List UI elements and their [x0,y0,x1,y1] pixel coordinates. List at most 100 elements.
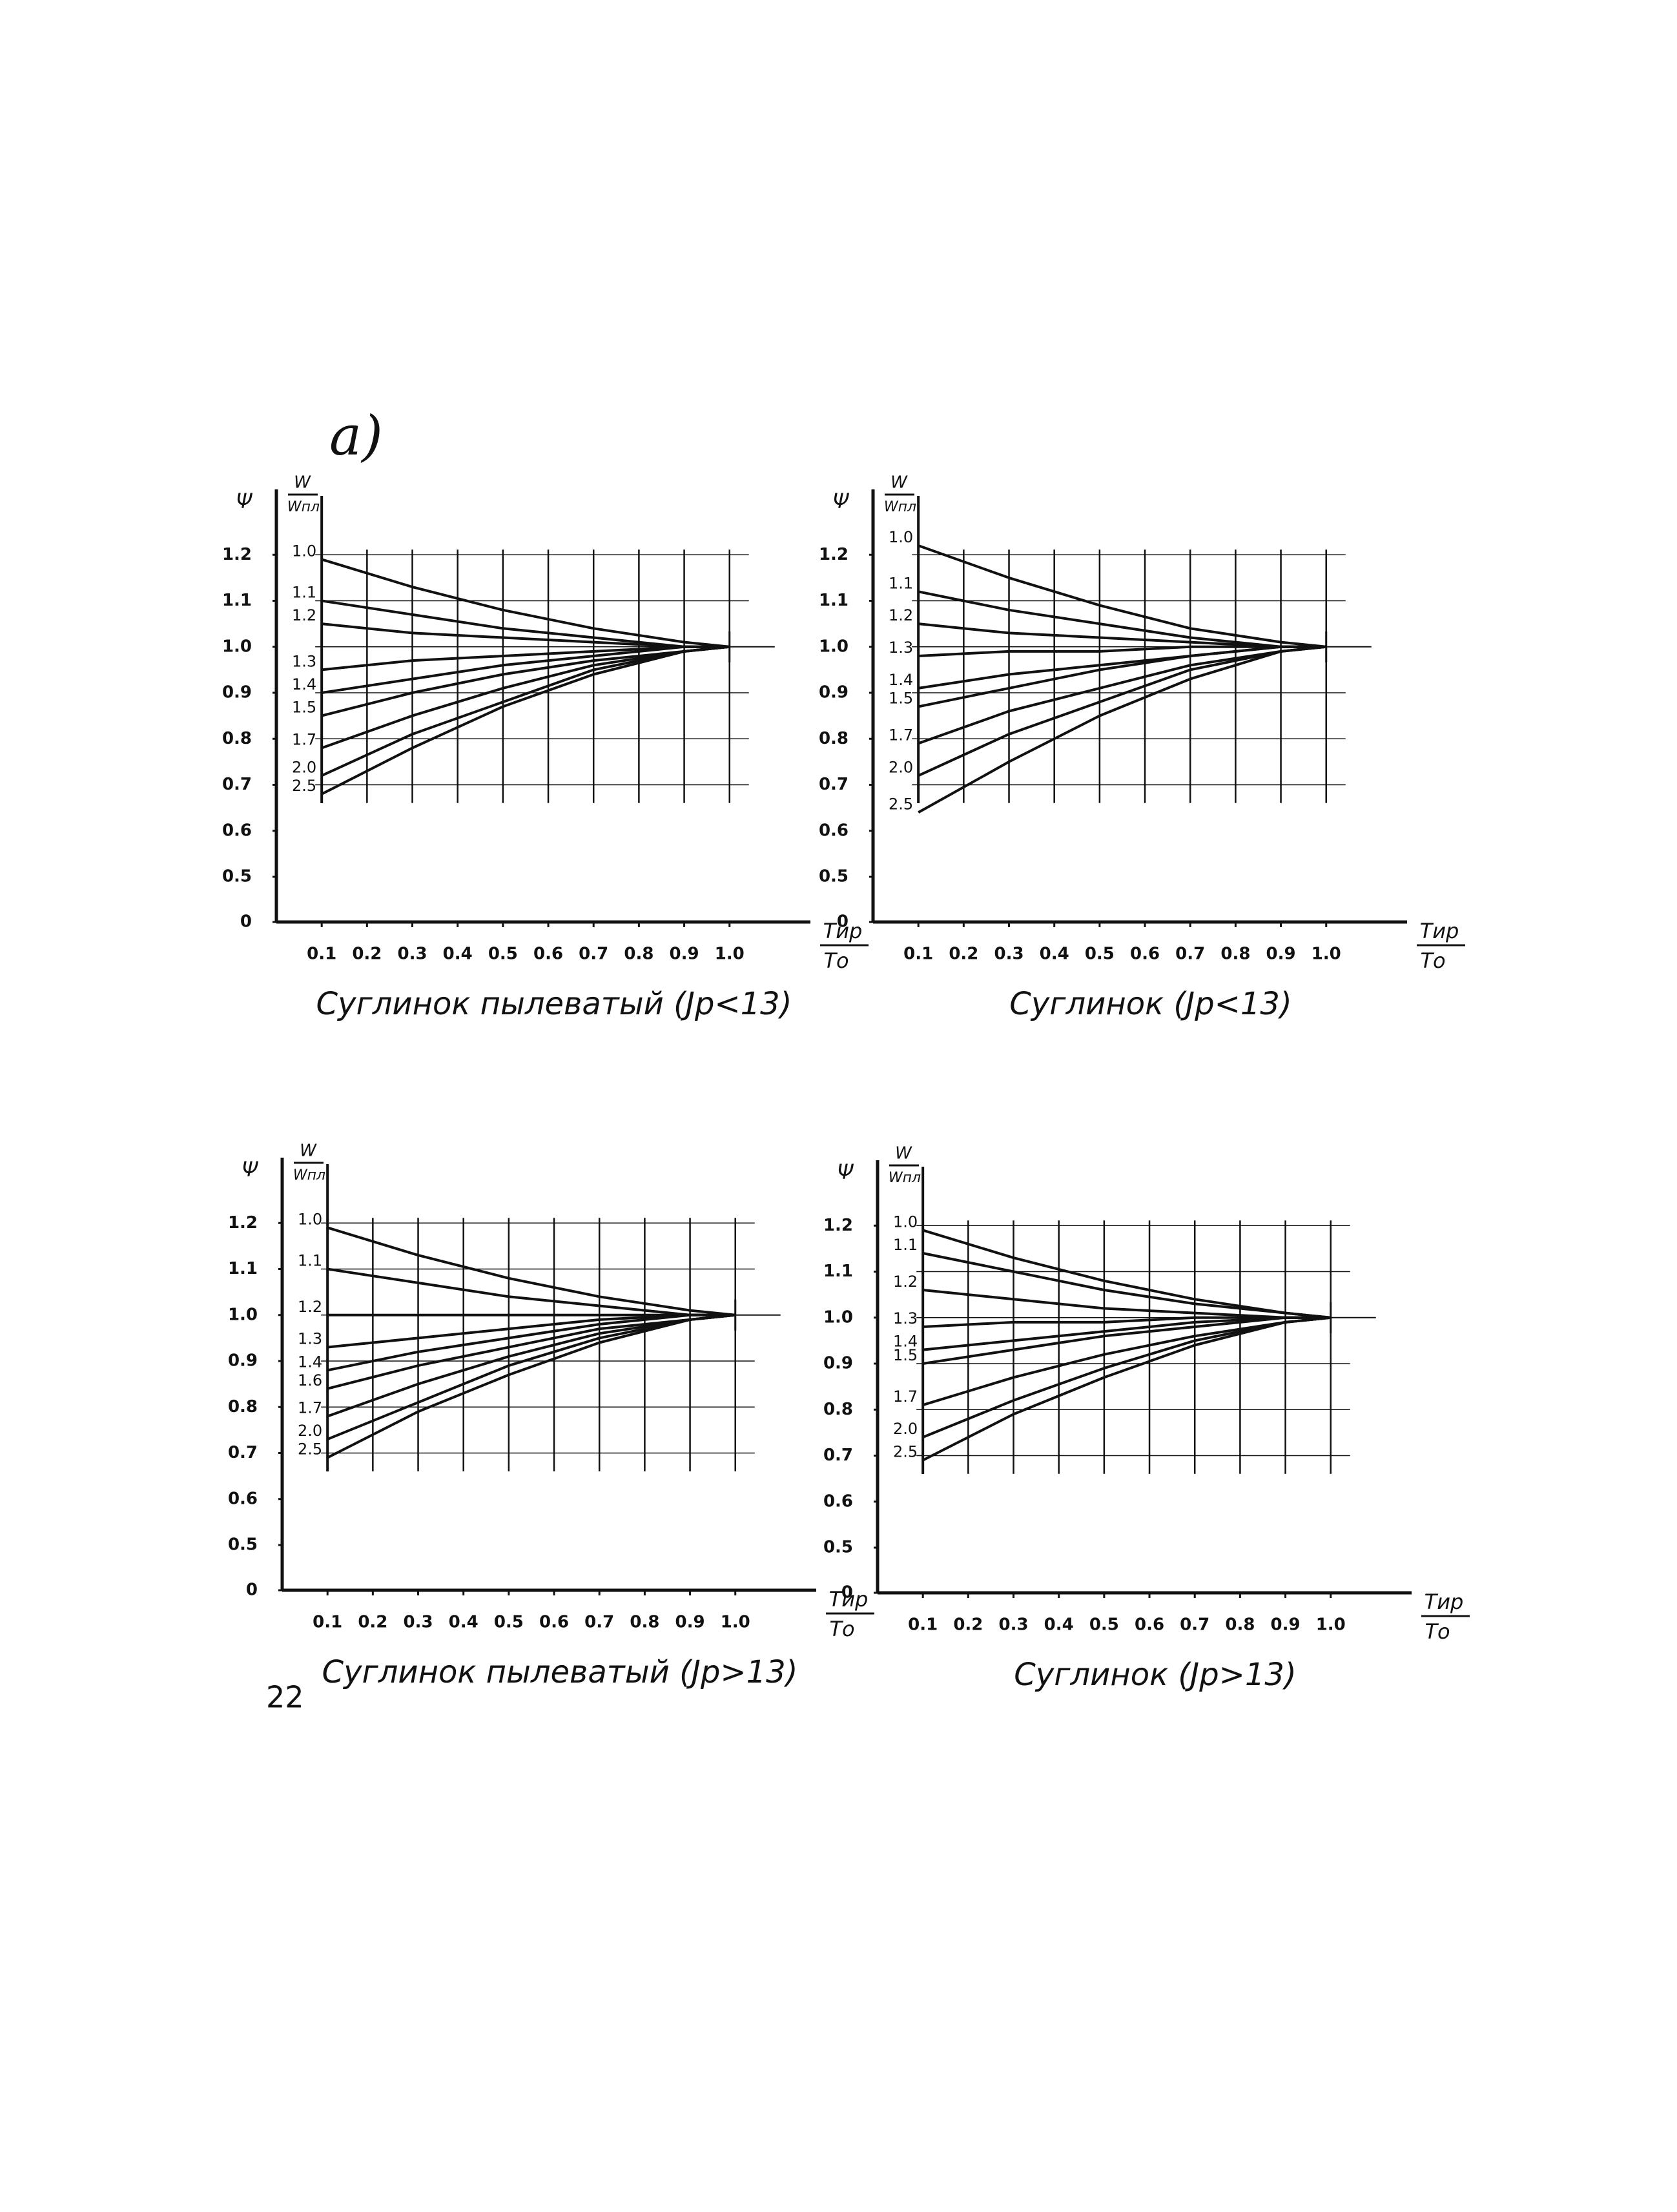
y-tick-label: 0 [837,912,849,932]
x-label-numerator: Tир [823,919,863,943]
chart-title: Суглинок пылеватый (Jp>13) [322,1654,798,1690]
series-label: 1.0 [893,1213,918,1231]
x-tick-label: 0.7 [1175,945,1205,964]
series-label: 1.4 [889,671,913,689]
series-label: 2.0 [889,758,913,776]
x-label-numerator: Tир [829,1587,869,1612]
series-label: 1.0 [292,542,316,560]
x-tick-label: 1.0 [715,945,745,964]
x-tick-label: 0.4 [1040,945,1069,964]
series-label: 1.3 [889,639,913,657]
curve [918,544,1326,648]
series-label: 1.2 [889,606,913,624]
series-label: 1.7 [298,1399,322,1417]
curve [321,645,730,795]
x-tick-label: 1.0 [721,1613,750,1632]
series-label: 1.2 [298,1298,322,1316]
series-label: 2.5 [889,795,913,813]
y-tick-label: 1.0 [222,637,252,656]
x-tick-label: 0.7 [1180,1615,1209,1635]
x-tick-label: 0.3 [403,1613,433,1632]
x-tick-label: 1.0 [1316,1615,1346,1635]
y-tick-label: 0 [841,1583,853,1603]
y-tick-label: 1.2 [819,545,849,564]
y-tick-label: 1.1 [228,1259,258,1278]
x-tick-label: 0.5 [494,1613,524,1632]
x-label-denominator: Tо [829,1617,854,1641]
chart-title: Суглинок (Jp>13) [1014,1657,1296,1693]
curve [327,1226,736,1316]
series-label: 1.5 [893,1346,918,1364]
page-number: 22 [266,1680,304,1715]
series-label: 2.5 [298,1440,322,1459]
curve [922,1316,1331,1462]
y-tick-label: 0.7 [222,775,252,794]
y-tick-label: 0.9 [823,1354,853,1373]
y2-label-denominator: Wпл [889,1170,921,1186]
y-tick-label: 1.0 [819,637,849,656]
series-label: 1.3 [292,652,316,670]
x-tick-label: 0.9 [670,945,699,964]
y-tick-label: 0.8 [228,1397,258,1417]
y-axis-label: Ψ [837,1160,854,1184]
y-tick-label: 0.9 [222,683,252,702]
y-axis-label: Ψ [242,1157,258,1182]
curve [922,1316,1331,1365]
x-tick-label: 0.1 [307,945,336,964]
series-label: 2.0 [292,758,316,776]
x-label-denominator: Tо [1425,1619,1450,1644]
y2-label-numerator: W [300,1142,317,1161]
x-tick-label: 0.6 [1135,1615,1164,1635]
series-label: 1.0 [889,528,913,546]
x-tick-label: 0.3 [998,1615,1028,1635]
x-tick-label: 0.2 [352,945,382,964]
x-tick-label: 0.6 [539,1613,569,1632]
y-tick-label: 1.1 [819,591,849,610]
x-tick-label: 0.6 [1130,945,1160,964]
curve [321,645,730,694]
y-tick-label: 0.8 [819,729,849,748]
y-tick-label: 0.6 [222,821,252,840]
x-tick-label: 0.9 [1266,945,1296,964]
x-tick-label: 0.7 [584,1613,614,1632]
y-tick-label: 1.2 [222,545,252,564]
curve [327,1313,736,1459]
y2-label-numerator: W [890,473,908,493]
curve [918,645,1326,708]
y-tick-label: 0 [246,1581,258,1600]
x-tick-label: 0.7 [579,945,608,964]
x-tick-label: 0.3 [397,945,427,964]
y-tick-label: 0 [240,912,252,932]
y-tick-label: 1.0 [228,1305,258,1324]
x-tick-label: 1.0 [1312,945,1341,964]
series-label: 2.0 [893,1420,918,1438]
y2-label-numerator: W [895,1144,912,1163]
series-label: 1.4 [292,675,316,693]
series-label: 1.5 [889,689,913,707]
x-tick-label: 0.4 [449,1613,478,1632]
y-tick-label: 0.5 [228,1535,258,1555]
y-tick-label: 0.7 [228,1443,258,1462]
y-tick-label: 0.5 [823,1538,853,1557]
series-label: 1.1 [298,1252,322,1270]
y-tick-label: 0.8 [222,729,252,748]
y-tick-label: 0.5 [819,867,849,886]
x-tick-label: 0.2 [949,945,978,964]
x-tick-label: 0.1 [908,1615,938,1635]
series-label: 1.2 [893,1273,918,1291]
x-tick-label: 0.8 [1220,945,1250,964]
x-tick-label: 0.4 [443,945,473,964]
y-tick-label: 0.9 [819,683,849,702]
chart-title: Суглинок (Jp<13) [1009,986,1291,1022]
series-label: 1.1 [889,574,913,592]
x-tick-label: 0.4 [1044,1615,1074,1635]
x-tick-label: 0.9 [675,1613,705,1632]
series-label: 1.1 [893,1236,918,1254]
series-label: 1.1 [292,584,316,602]
y2-label-numerator: W [294,473,311,493]
x-tick-label: 0.8 [1225,1615,1255,1635]
y-tick-label: 0.8 [823,1400,853,1419]
y-axis-label: Ψ [832,489,849,513]
